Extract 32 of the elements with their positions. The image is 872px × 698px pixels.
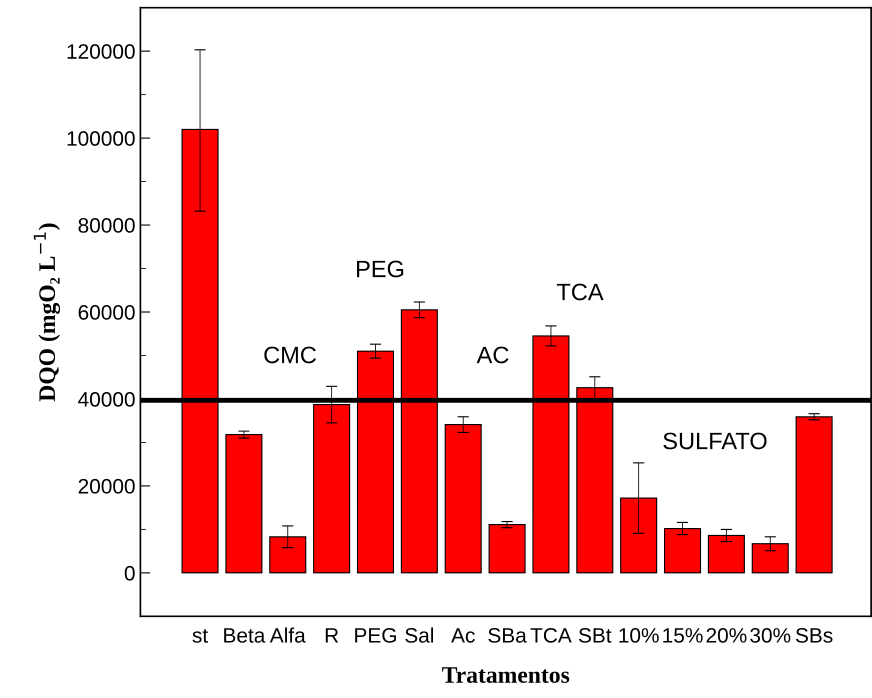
y-tick-label: 0 [124, 566, 135, 581]
annotation: PEG [357, 260, 404, 278]
annotation: AC [476, 346, 508, 364]
x-tick-label: TCA [530, 628, 572, 643]
annotation: SULFATO [663, 432, 767, 450]
x-tick-label: 20% [706, 628, 746, 643]
x-tick-label: Beta [224, 628, 266, 643]
x-tick-label: SBa [488, 628, 527, 643]
annotation: TCA [556, 284, 604, 300]
y-tick-label: 80000 [78, 218, 135, 233]
y-tick-label: 120000 [68, 44, 135, 59]
y-axis-title: DQO (mgO₂ L$^{−1}$) [34, 224, 60, 402]
x-tick-label: Sal [405, 627, 434, 643]
x-tick-label: 15% [663, 628, 703, 643]
bar [796, 416, 833, 574]
x-tick-label: SBt [578, 628, 612, 643]
x-tick-label: st [192, 629, 208, 643]
x-tick-label: Alfa [270, 627, 306, 643]
x-tick-label: SBs [796, 628, 832, 643]
x-tick-label: 10% [619, 628, 659, 643]
annotation: CMC [264, 346, 316, 364]
y-tick-label: 60000 [78, 305, 135, 320]
y-tick-label: 40000 [78, 392, 135, 407]
x-tick-label: 30% [750, 628, 790, 643]
y-tick-label: 20000 [78, 478, 135, 494]
bar [488, 524, 526, 574]
y-tick-label: 100000 [68, 131, 135, 146]
x-tick-label: Ac [451, 628, 475, 643]
x-tick-label: PEG [355, 628, 396, 643]
x-axis-title: Tratamentos [442, 667, 570, 683]
bar [225, 434, 262, 574]
x-tick-label: R [326, 628, 338, 643]
